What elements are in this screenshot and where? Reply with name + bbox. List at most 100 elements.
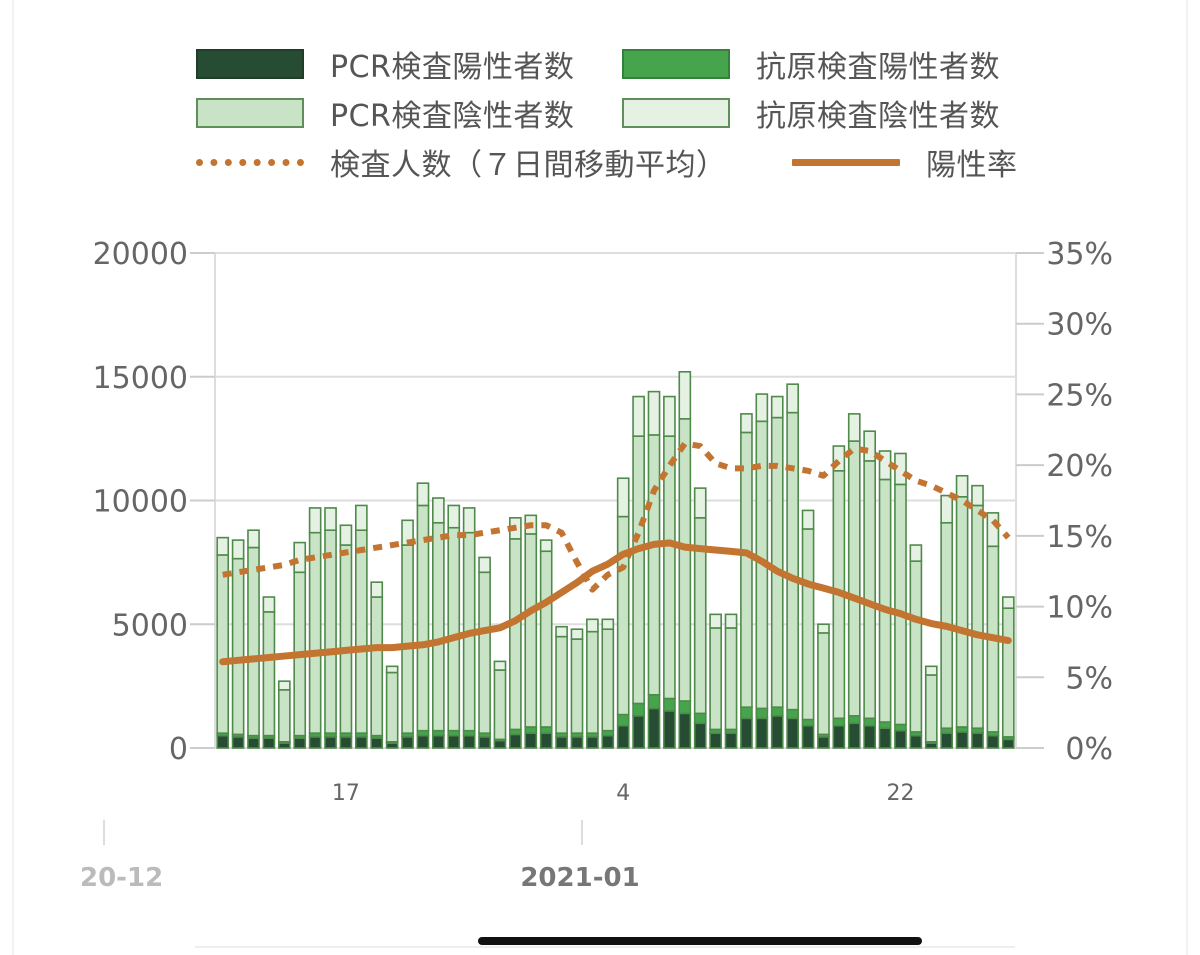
bar-antigen-negative[interactable] <box>277 680 291 691</box>
bar-antigen-negative[interactable] <box>709 613 722 629</box>
bar-pcr-negative[interactable] <box>447 526 461 732</box>
bar-pcr-positive[interactable] <box>324 736 337 749</box>
bar-antigen-negative[interactable] <box>493 660 507 671</box>
bar-pcr-positive[interactable] <box>601 734 615 749</box>
bar-antigen-positive[interactable] <box>894 723 907 732</box>
bar-pcr-positive[interactable] <box>770 715 784 749</box>
bar-antigen-negative[interactable] <box>801 509 815 530</box>
bar-pcr-negative[interactable] <box>339 544 353 734</box>
bar-pcr-positive[interactable] <box>493 739 507 749</box>
bar-antigen-positive[interactable] <box>693 712 707 725</box>
bar-antigen-negative[interactable] <box>924 665 938 676</box>
bar-pcr-negative[interactable] <box>863 460 877 720</box>
bar-antigen-negative[interactable] <box>817 623 830 634</box>
bar-antigen-negative[interactable] <box>693 487 707 519</box>
bar-antigen-negative[interactable] <box>616 477 630 518</box>
bar-antigen-negative[interactable] <box>308 507 322 534</box>
bar-pcr-negative[interactable] <box>709 627 722 731</box>
bar-antigen-negative[interactable] <box>555 625 568 638</box>
bar-antigen-positive[interactable] <box>755 707 769 720</box>
bar-pcr-negative[interactable] <box>971 504 984 730</box>
bar-pcr-positive[interactable] <box>524 732 538 749</box>
bar-pcr-positive[interactable] <box>308 736 322 749</box>
bar-pcr-negative[interactable] <box>570 638 584 734</box>
bar-pcr-positive[interactable] <box>693 722 707 749</box>
bar-pcr-negative[interactable] <box>478 571 491 734</box>
bar-pcr-negative[interactable] <box>955 495 969 728</box>
bar-antigen-positive[interactable] <box>847 715 861 725</box>
bar-pcr-positive[interactable] <box>216 734 230 749</box>
bar-pcr-positive[interactable] <box>632 715 645 749</box>
bar-antigen-negative[interactable] <box>955 474 969 498</box>
bar-antigen-positive[interactable] <box>616 713 630 727</box>
bar-pcr-negative[interactable] <box>401 544 414 734</box>
bar-pcr-negative[interactable] <box>385 671 399 743</box>
bar-pcr-negative[interactable] <box>370 596 384 737</box>
bar-pcr-positive[interactable] <box>740 717 753 749</box>
bar-antigen-negative[interactable] <box>447 504 461 529</box>
bar-antigen-positive[interactable] <box>678 700 692 715</box>
bar-pcr-positive[interactable] <box>986 734 1000 749</box>
bar-pcr-negative[interactable] <box>277 689 291 743</box>
bar-pcr-negative[interactable] <box>216 554 230 734</box>
bar-pcr-positive[interactable] <box>909 734 923 749</box>
bar-pcr-positive[interactable] <box>478 736 491 749</box>
bar-pcr-positive[interactable] <box>447 734 461 749</box>
bar-antigen-negative[interactable] <box>832 445 846 472</box>
bar-pcr-negative[interactable] <box>909 560 923 733</box>
bar-pcr-positive[interactable] <box>231 736 245 749</box>
bar-antigen-negative[interactable] <box>847 413 861 442</box>
bar-pcr-positive[interactable] <box>832 724 846 749</box>
bar-antigen-positive[interactable] <box>663 697 676 712</box>
bar-pcr-positive[interactable] <box>247 737 260 749</box>
bar-pcr-positive[interactable] <box>663 710 676 749</box>
bar-antigen-negative[interactable] <box>370 581 384 598</box>
bar-pcr-positive[interactable] <box>462 734 476 749</box>
bar-antigen-negative[interactable] <box>324 507 337 531</box>
bar-pcr-negative[interactable] <box>924 674 938 743</box>
bar-pcr-positive[interactable] <box>539 732 553 749</box>
bar-pcr-positive[interactable] <box>509 733 522 749</box>
bar-pcr-positive[interactable] <box>647 707 661 749</box>
bar-pcr-negative[interactable] <box>432 521 445 732</box>
bar-antigen-negative[interactable] <box>863 430 877 462</box>
bar-pcr-positive[interactable] <box>724 732 738 749</box>
legend-item-pcr-positive[interactable]: PCR検査陽性者数 <box>196 44 574 85</box>
bar-pcr-negative[interactable] <box>632 435 645 705</box>
bar-pcr-positive[interactable] <box>555 736 568 749</box>
bar-antigen-negative[interactable] <box>339 524 353 546</box>
bar-antigen-positive[interactable] <box>632 702 645 717</box>
bar-pcr-negative[interactable] <box>647 434 661 696</box>
bar-pcr-negative[interactable] <box>1001 607 1015 738</box>
bar-antigen-negative[interactable] <box>247 529 260 549</box>
bar-antigen-negative[interactable] <box>663 395 676 437</box>
bar-pcr-positive[interactable] <box>801 724 815 749</box>
bar-antigen-positive[interactable] <box>786 708 799 720</box>
bar-pcr-positive[interactable] <box>293 737 307 749</box>
bar-antigen-negative[interactable] <box>570 628 584 640</box>
bar-antigen-negative[interactable] <box>770 395 784 419</box>
bar-antigen-negative[interactable] <box>971 484 984 507</box>
bar-antigen-positive[interactable] <box>647 693 661 710</box>
bar-antigen-positive[interactable] <box>740 706 753 720</box>
bar-antigen-negative[interactable] <box>940 494 954 524</box>
bar-pcr-negative[interactable] <box>247 546 260 737</box>
bar-pcr-positive[interactable] <box>1001 738 1015 749</box>
bar-antigen-negative[interactable] <box>601 618 615 630</box>
bar-antigen-negative[interactable] <box>586 618 599 633</box>
bar-pcr-positive[interactable] <box>971 732 984 749</box>
bar-pcr-negative[interactable] <box>770 416 784 708</box>
bar-pcr-negative[interactable] <box>539 550 553 728</box>
bar-antigen-negative[interactable] <box>216 536 230 556</box>
bar-antigen-positive[interactable] <box>524 726 538 734</box>
bar-pcr-negative[interactable] <box>231 557 245 736</box>
bar-pcr-negative[interactable] <box>616 515 630 716</box>
bar-pcr-positive[interactable] <box>616 724 630 749</box>
bar-antigen-positive[interactable] <box>539 726 553 734</box>
bar-pcr-positive[interactable] <box>339 736 353 749</box>
bar-pcr-positive[interactable] <box>570 736 584 749</box>
legend-item-antigen-positive[interactable]: 抗原検査陽性者数 <box>622 44 1000 85</box>
bar-antigen-negative[interactable] <box>678 371 692 420</box>
bar-pcr-positive[interactable] <box>354 736 368 749</box>
bar-pcr-positive[interactable] <box>894 729 907 749</box>
